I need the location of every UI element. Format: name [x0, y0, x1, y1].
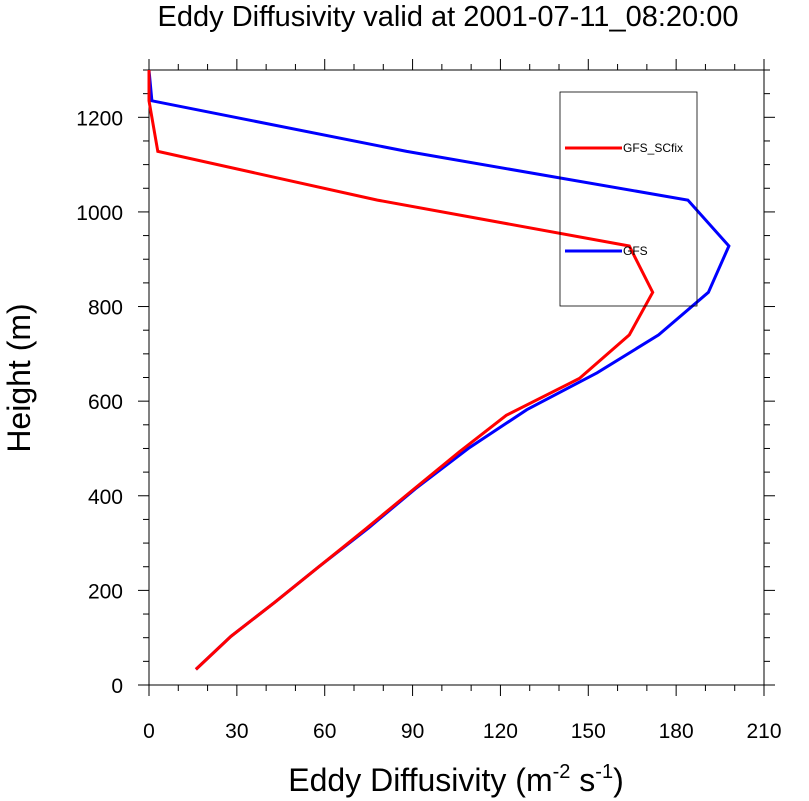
- legend: GFS_SCfix GFS: [565, 141, 683, 258]
- plot-frame: [148, 69, 765, 686]
- x-axis-label-prefix: Eddy Diffusivity (m: [288, 762, 552, 798]
- x-tick-label: 30: [225, 720, 248, 743]
- axis-ticks: 0 30 60 90 120 150 180 210 0 200 400 600 800 1000 1200: [76, 59, 782, 743]
- y-tick-label: 1000: [76, 202, 123, 225]
- x-axis-label-exponent-1: -2: [553, 761, 571, 783]
- legend-label-1: GFS: [623, 244, 648, 258]
- series-line-gfs: [147, 69, 731, 671]
- y-tick-label: 200: [88, 580, 123, 603]
- x-axis-label-exponent-2: -1: [595, 761, 613, 783]
- x-tick-label: 90: [401, 720, 424, 743]
- y-tick-label: 400: [88, 486, 123, 509]
- x-axis-label-middle: s: [570, 762, 595, 798]
- y-tick-label: 1200: [76, 107, 123, 130]
- y-axis-label: Height (m): [1, 303, 37, 452]
- x-tick-label: 150: [571, 720, 606, 743]
- x-tick-label: 60: [313, 720, 336, 743]
- y-tick-label: 0: [111, 675, 123, 698]
- series-lines: [147, 69, 731, 671]
- x-tick-label: 120: [483, 720, 518, 743]
- chart-title: Eddy Diffusivity valid at 2001-07-11_08:…: [158, 1, 739, 33]
- y-tick-label: 600: [88, 391, 123, 414]
- y-tick-label: 800: [88, 297, 123, 320]
- series-line-gfs-scfix: [147, 70, 655, 671]
- legend-box: [559, 91, 698, 307]
- legend-label-0: GFS_SCfix: [623, 141, 683, 155]
- x-tick-label: 0: [143, 720, 155, 743]
- x-tick-label: 180: [659, 720, 694, 743]
- x-axis-label-suffix: ): [613, 762, 624, 798]
- x-tick-label: 210: [746, 720, 781, 743]
- x-axis-label: Eddy Diffusivity (m-2 s-1): [288, 761, 624, 798]
